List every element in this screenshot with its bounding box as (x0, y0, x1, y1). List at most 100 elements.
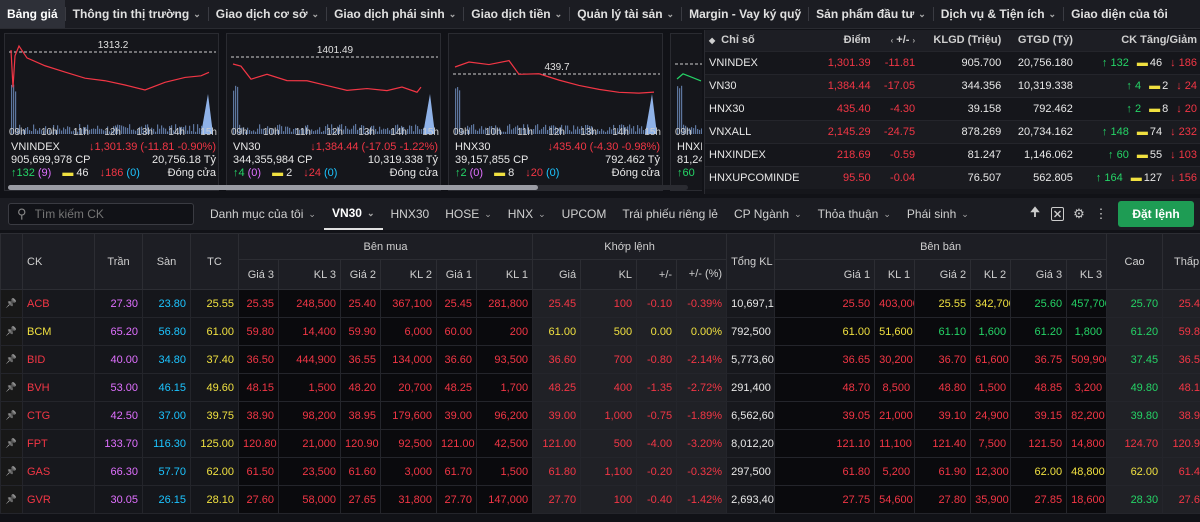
bid-b3[interactable]: 61.50 (238, 457, 279, 486)
ask-sk1[interactable]: 11,100 (874, 429, 916, 458)
ask-sk3[interactable]: 509,900 (1066, 345, 1108, 374)
ask-s3[interactable]: 36.75 (1010, 345, 1068, 374)
mini-chart-hnx30[interactable]: 439.7 09h 10h 11h 12h 13h 14h 15h HNX30 ↓435.40 (… (448, 33, 663, 191)
pin-icon[interactable]: 📌 (0, 485, 23, 514)
bid-bk3[interactable]: 14,400 (278, 317, 341, 346)
board-tab[interactable]: HNX30 (390, 207, 430, 221)
ask-sk1[interactable]: 21,000 (874, 401, 916, 430)
bid-bk3[interactable]: 23,500 (278, 457, 341, 486)
table-row[interactable]: 📌 FPT 133.70 116.30 125.00 120.80 21,000 120.90… (0, 429, 1200, 458)
symbol-cell[interactable]: FPT (22, 429, 95, 458)
bid-bk1[interactable]: 42,500 (475, 429, 534, 458)
bid-bk1[interactable]: 93,500 (475, 345, 534, 374)
symbol-cell[interactable]: GAS (22, 457, 95, 486)
pin-icon[interactable]: 📌 (0, 401, 23, 430)
bid-b2[interactable]: 61.60 (340, 457, 381, 486)
bid-bk1[interactable]: 281,800 (475, 289, 534, 318)
bid-b2[interactable]: 48.20 (340, 373, 381, 402)
board-tab[interactable]: VN30 ⌄ (323, 198, 383, 230)
ask-s2[interactable]: 39.10 (914, 401, 972, 430)
bid-b2[interactable]: 38.95 (340, 401, 381, 430)
ask-s2[interactable]: 36.70 (914, 345, 972, 374)
ask-s3[interactable]: 48.85 (1010, 373, 1068, 402)
table-row[interactable]: 📌 BCM 65.20 56.80 61.00 59.80 14,400 59.90 6,000… (0, 317, 1200, 346)
board-tab[interactable]: Trái phiếu riêng lẻ (622, 207, 718, 221)
bid-b2[interactable]: 120.90 (340, 429, 381, 458)
index-row[interactable]: HNXINDEX 218.69 -0.59 81.247 1,146.062 ↑ 60 ▬ 5… (705, 142, 1200, 166)
bid-bk2[interactable]: 6,000 (380, 317, 437, 346)
table-row[interactable]: 📌 BID 40.00 34.80 37.40 36.50 444,900 36.55 134,… (0, 345, 1200, 374)
pin-icon[interactable]: 📌 (0, 429, 23, 458)
ask-sk1[interactable]: 403,000 (874, 289, 916, 318)
ask-sk3[interactable]: 14,800 (1066, 429, 1108, 458)
ask-s1[interactable]: 39.05 (774, 401, 876, 430)
sort-icon[interactable]: › (912, 36, 916, 46)
bid-bk2[interactable]: 179,600 (380, 401, 437, 430)
bid-b2[interactable]: 36.55 (340, 345, 381, 374)
gear-icon[interactable]: ⚙ (1073, 206, 1085, 221)
bid-bk3[interactable]: 21,000 (278, 429, 341, 458)
table-row[interactable]: 📌 BVH 53.00 46.15 49.60 48.15 1,500 48.20 20,700… (0, 373, 1200, 402)
nav-item[interactable]: Thông tin thị trường ⌄ (66, 0, 208, 28)
board-tab[interactable]: Danh mục của tôi ⌄ (210, 207, 316, 221)
bid-b1[interactable]: 61.70 (436, 457, 477, 486)
ask-s2[interactable]: 61.90 (914, 457, 972, 486)
bid-bk2[interactable]: 20,700 (380, 373, 437, 402)
ask-s3[interactable]: 25.60 (1010, 289, 1068, 318)
board-tab[interactable]: HNX ⌄ (507, 207, 546, 221)
bid-bk3[interactable]: 58,000 (278, 485, 341, 514)
board-tab[interactable]: Thỏa thuận ⌄ (817, 207, 891, 221)
ask-s3[interactable]: 27.85 (1010, 485, 1068, 514)
bid-b3[interactable]: 38.90 (238, 401, 279, 430)
ask-sk3[interactable]: 1,800 (1066, 317, 1108, 346)
bid-bk3[interactable]: 248,500 (278, 289, 341, 318)
bid-b2[interactable]: 25.40 (340, 289, 381, 318)
bid-bk1[interactable]: 1,700 (475, 373, 534, 402)
expand-icon[interactable]: ◆ (709, 36, 716, 46)
ask-sk1[interactable]: 54,600 (874, 485, 916, 514)
nav-item[interactable]: Quản lý tài sản ⌄ (570, 0, 681, 28)
table-row[interactable]: 📌 ACB 27.30 23.80 25.55 25.35 248,500 25.40 367,… (0, 289, 1200, 318)
bid-b2[interactable]: 59.90 (340, 317, 381, 346)
bid-bk2[interactable]: 3,000 (380, 457, 437, 486)
symbol-cell[interactable]: BCM (22, 317, 95, 346)
bid-bk3[interactable]: 444,900 (278, 345, 341, 374)
ask-s1[interactable]: 121.10 (774, 429, 876, 458)
sort-icon[interactable]: ‹ (890, 36, 894, 46)
index-row[interactable]: HNXUPCOMINDE 95.50 -0.04 76.507 562.805 ↑ 164… (705, 165, 1200, 189)
bid-bk1[interactable]: 1,500 (475, 457, 534, 486)
ask-sk2[interactable]: 12,300 (970, 457, 1012, 486)
ask-sk1[interactable]: 5,200 (874, 457, 916, 486)
symbol-cell[interactable]: CTG (22, 401, 95, 430)
bid-b1[interactable]: 27.70 (436, 485, 477, 514)
nav-item[interactable]: Giao dịch phái sinh ⌄ (327, 0, 463, 28)
ask-sk3[interactable]: 18,600 (1066, 485, 1108, 514)
bid-b1[interactable]: 36.60 (436, 345, 477, 374)
ask-sk1[interactable]: 8,500 (874, 373, 916, 402)
nav-item[interactable]: Giao diện của tôi (1064, 0, 1175, 28)
nav-item[interactable]: Dịch vụ & Tiện ích ⌄ (934, 0, 1063, 28)
pin-icon[interactable]: 📌 (0, 317, 23, 346)
bid-b1[interactable]: 121.00 (436, 429, 477, 458)
ask-s2[interactable]: 48.80 (914, 373, 972, 402)
search-box[interactable]: ⚲ (8, 203, 194, 225)
ask-s1[interactable]: 61.80 (774, 457, 876, 486)
board-tab[interactable]: HOSE ⌄ (445, 207, 492, 221)
bid-bk2[interactable]: 31,800 (380, 485, 437, 514)
ask-s1[interactable]: 36.65 (774, 345, 876, 374)
ask-s1[interactable]: 48.70 (774, 373, 876, 402)
symbol-cell[interactable]: GVR (22, 485, 95, 514)
mini-chart-vnindex[interactable]: 1313.2 09h 10h 11h 12h 13h 14h 15h VNINDEX ↓1,301… (4, 33, 219, 191)
pin-icon[interactable]: 📌 (0, 345, 23, 374)
ask-s1[interactable]: 25.50 (774, 289, 876, 318)
symbol-cell[interactable]: BID (22, 345, 95, 374)
bid-b3[interactable]: 120.80 (238, 429, 279, 458)
bid-b1[interactable]: 60.00 (436, 317, 477, 346)
nav-item[interactable]: Sản phẩm đầu tư ⌄ (809, 0, 933, 28)
bid-bk1[interactable]: 200 (475, 317, 534, 346)
bid-b3[interactable]: 36.50 (238, 345, 279, 374)
ask-s1[interactable]: 27.75 (774, 485, 876, 514)
ask-s3[interactable]: 121.50 (1010, 429, 1068, 458)
ask-s2[interactable]: 61.10 (914, 317, 972, 346)
charts-scrollbar[interactable] (8, 185, 688, 190)
